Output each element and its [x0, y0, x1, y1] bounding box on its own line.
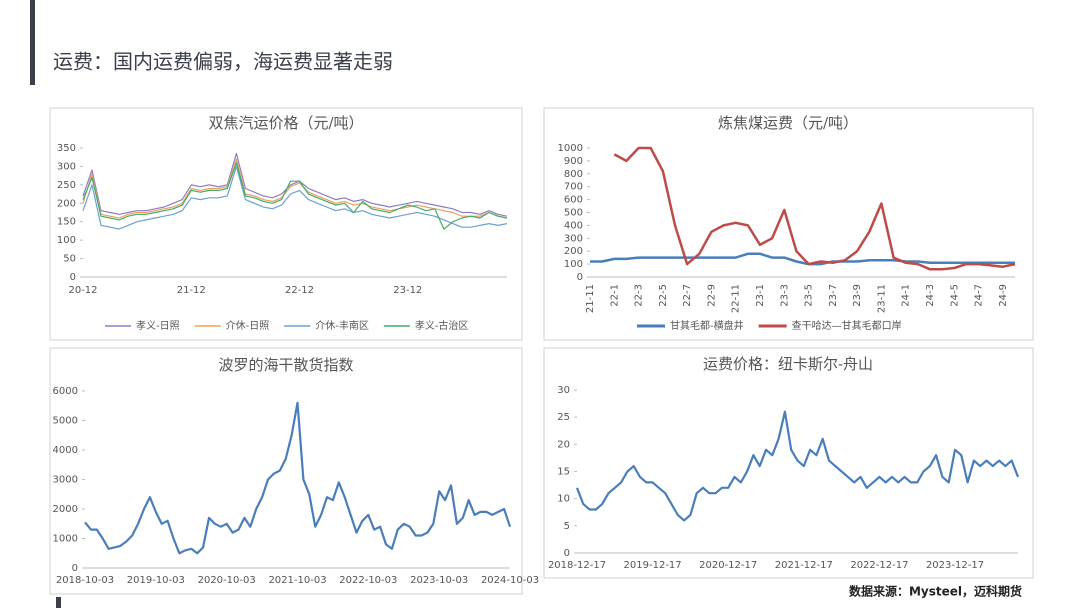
legend-label: 介休-日照 [226, 320, 270, 332]
y-tick-label: 700 [564, 182, 583, 193]
y-tick-label: 15 [557, 467, 570, 478]
y-tick-label: 800 [564, 169, 583, 180]
x-tick-label: 24-7 [974, 284, 985, 307]
x-tick-label: 22-11 [731, 284, 742, 313]
legend-label: 孝义-日照 [136, 320, 180, 332]
y-tick-label: 0 [72, 563, 78, 574]
y-tick-label: 300 [57, 161, 76, 172]
y-tick-label: 25 [557, 412, 570, 423]
x-tick-label: 2021-12-17 [775, 560, 833, 571]
y-tick-label: 1000 [558, 143, 583, 154]
x-tick-label: 24-3 [925, 284, 936, 307]
legend-label: 孝义-古治区 [415, 319, 469, 332]
y-tick-label: 4000 [53, 445, 78, 456]
y-tick-label: 300 [564, 233, 583, 244]
data-line [575, 410, 1020, 522]
x-tick-label: 22-9 [706, 284, 717, 307]
chart-title: 炼焦煤运费（元/吨） [718, 114, 858, 132]
x-tick-label: 23-5 [804, 284, 815, 307]
y-tick-label: 400 [564, 220, 583, 231]
data-line [82, 162, 508, 230]
y-tick-label: 5 [564, 521, 570, 532]
x-tick-label: 2022-10-03 [339, 575, 397, 586]
panel [543, 347, 1034, 579]
x-tick-label: 2019-10-03 [127, 575, 185, 586]
x-tick-label: 20-12 [68, 285, 97, 296]
x-tick-label: 23-7 [828, 284, 839, 307]
legend-label: 介休-丰南区 [315, 319, 369, 332]
x-tick-label: 23-11 [876, 284, 887, 313]
x-tick-label: 22-5 [658, 284, 669, 307]
y-tick-label: 900 [564, 156, 583, 167]
x-tick-label: 23-12 [393, 285, 422, 296]
accent-bar [30, 0, 35, 85]
y-tick-label: 30 [557, 385, 570, 396]
x-tick-label: 22-3 [634, 284, 645, 307]
x-tick-label: 22-12 [285, 285, 314, 296]
y-tick-label: 350 [57, 143, 76, 154]
data-line [590, 252, 1015, 266]
y-tick-label: 10 [557, 494, 570, 505]
y-tick-label: 2000 [53, 504, 78, 515]
y-tick-label: 5000 [53, 416, 78, 427]
chart-title: 双焦汽运价格（元/吨） [208, 114, 363, 132]
x-tick-label: 2018-10-03 [56, 575, 114, 586]
x-tick-label: 22-7 [682, 284, 693, 307]
y-tick-label: 600 [564, 195, 583, 206]
y-tick-label: 50 [63, 254, 76, 265]
data-line [82, 158, 508, 219]
y-tick-label: 20 [557, 439, 570, 450]
y-tick-label: 250 [57, 180, 76, 191]
legend-label: 甘其毛都-横盘井 [670, 319, 744, 332]
x-tick-label: 2018-12-17 [548, 560, 606, 571]
x-tick-label: 2024-10-03 [481, 575, 539, 586]
source-note: 数据来源：Mysteel，迈科期货 [849, 584, 1022, 599]
data-line [82, 152, 508, 217]
x-tick-label: 23-1 [755, 284, 766, 307]
panel [49, 107, 523, 341]
x-tick-label: 2023-10-03 [410, 575, 468, 586]
y-tick-label: 150 [57, 217, 76, 228]
accent-bar [56, 597, 61, 608]
x-tick-label: 2019-12-17 [624, 560, 682, 571]
y-tick-label: 0 [70, 272, 76, 283]
y-tick-label: 0 [577, 272, 583, 283]
x-tick-label: 2022-12-17 [850, 560, 908, 571]
chart-title: 波罗的海干散货指数 [218, 356, 353, 374]
data-line [613, 146, 1016, 271]
y-tick-label: 6000 [53, 386, 78, 397]
x-tick-label: 24-5 [949, 284, 960, 307]
slide-title: 运费：国内运费偏弱，海运费显著走弱 [53, 50, 393, 74]
panel [49, 347, 523, 595]
y-tick-label: 1000 [53, 534, 78, 545]
y-tick-label: 200 [564, 246, 583, 257]
x-tick-label: 24-1 [901, 284, 912, 307]
y-tick-label: 3000 [53, 475, 78, 486]
x-tick-label: 24-9 [998, 284, 1009, 307]
x-tick-label: 22-1 [609, 284, 620, 307]
x-tick-label: 21-11 [585, 284, 596, 313]
data-line [82, 165, 508, 230]
x-tick-label: 2020-12-17 [699, 560, 757, 571]
y-tick-label: 0 [564, 548, 570, 559]
x-tick-label: 23-9 [852, 284, 863, 307]
legend-label: 查干哈达—甘其毛都口岸 [792, 319, 902, 332]
y-tick-label: 200 [57, 198, 76, 209]
y-tick-label: 100 [564, 259, 583, 270]
y-tick-label: 100 [57, 235, 76, 246]
x-tick-label: 21-12 [177, 285, 206, 296]
x-tick-label: 2021-10-03 [268, 575, 326, 586]
data-line [84, 401, 512, 555]
x-tick-label: 2020-10-03 [198, 575, 256, 586]
y-tick-label: 500 [564, 208, 583, 219]
chart-title: 运费价格：纽卡斯尔-舟山 [703, 355, 873, 373]
x-tick-label: 2023-12-17 [926, 560, 984, 571]
x-tick-label: 23-3 [779, 284, 790, 307]
